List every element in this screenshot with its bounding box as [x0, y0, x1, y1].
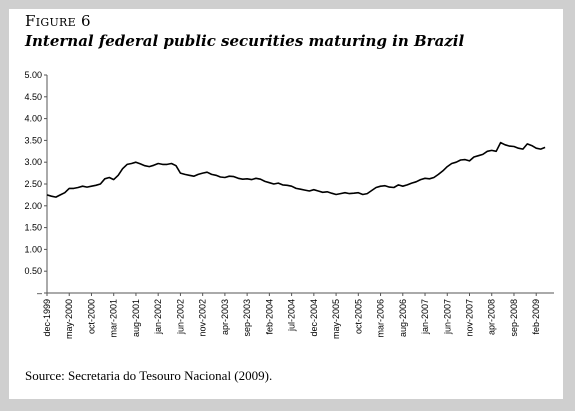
x-tick-label: aug-2001 [131, 299, 141, 337]
x-tick-label: feb-2004 [264, 299, 274, 335]
x-tick-label: jun-2007 [442, 299, 452, 335]
y-tick-label: 0.50 [24, 266, 42, 276]
series-line [46, 141, 546, 198]
y-tick-label: 4.00 [24, 114, 42, 124]
y-tick-label: 1.00 [24, 244, 42, 254]
y-tick-label: 2.00 [24, 201, 42, 211]
y-tick-label: 3.50 [24, 135, 42, 145]
figure-card: Figure 6 Internal federal public securit… [9, 9, 563, 399]
y-tick-label: 3.00 [24, 157, 42, 167]
x-tick-label: sep-2008 [509, 299, 519, 337]
x-tick-label: oct-2005 [353, 299, 363, 334]
x-tick-label: may-2005 [331, 299, 341, 339]
figure-title: Internal federal public securities matur… [25, 32, 465, 50]
x-tick-label: jun-2002 [175, 299, 185, 335]
line-chart: – 0.50 1.00 1.50 2.00 2.50 3.00 3.50 4.00 4.50 5.0… [24, 70, 554, 339]
x-tick-label: jan-2007 [420, 299, 430, 335]
x-tick-label: jan-2002 [153, 299, 163, 335]
x-tick-label: mar-2001 [109, 299, 119, 338]
x-tick-label: mar-2006 [376, 299, 386, 338]
x-tick-label: dec-1999 [42, 299, 52, 337]
figure-label: Figure 6 [25, 12, 91, 30]
x-tick-label: oct-2000 [86, 299, 96, 334]
x-tick-label: nov-2007 [465, 299, 475, 337]
y-tick-label: – [37, 288, 42, 298]
y-tick-label: 5.00 [24, 70, 42, 80]
y-tick-label: 4.50 [24, 92, 42, 102]
x-tick-label: apr-2008 [487, 299, 497, 335]
x-tick-label: jul-2004 [287, 299, 297, 332]
x-tick-label: aug-2006 [398, 299, 408, 337]
y-tick-label: 1.50 [24, 223, 42, 233]
x-tick-label: nov-2002 [198, 299, 208, 337]
x-tick-label: dec-2004 [309, 299, 319, 337]
x-tick-label: feb-2009 [531, 299, 541, 335]
figure-source: Source: Secretaria do Tesouro Nacional (… [25, 368, 273, 383]
x-tick-label: apr-2003 [220, 299, 230, 335]
x-tick-label: sep-2003 [242, 299, 252, 337]
y-tick-label: 2.50 [24, 179, 42, 189]
x-tick-label: may-2000 [64, 299, 74, 339]
